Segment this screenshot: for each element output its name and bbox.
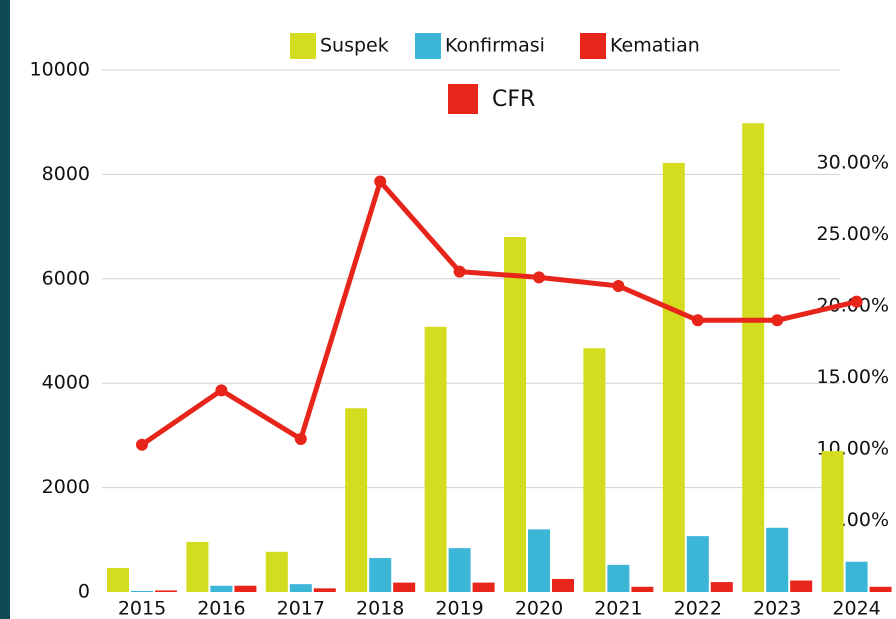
- bar: [210, 585, 233, 592]
- legend-swatch: [580, 33, 606, 59]
- legend-swatch: [448, 84, 478, 114]
- x-tick-label: 2021: [594, 598, 642, 619]
- bar: [234, 585, 257, 592]
- cfr-point: [215, 384, 228, 397]
- x-tick-label: 2024: [832, 598, 880, 619]
- y-tick-label: 8000: [42, 163, 90, 185]
- bar: [742, 123, 765, 592]
- bar: [845, 561, 868, 592]
- bar: [631, 586, 654, 592]
- y-tick-label: 0: [78, 581, 90, 603]
- bar: [552, 578, 574, 592]
- legend-label: Suspek: [320, 35, 389, 57]
- bar: [155, 590, 177, 592]
- bar: [186, 541, 209, 592]
- x-tick-label: 2023: [753, 598, 801, 619]
- bar: [265, 551, 288, 592]
- legend-label: Kematian: [610, 35, 700, 57]
- x-tick-label: 2018: [356, 598, 404, 619]
- bar: [289, 584, 312, 592]
- y-tick-label: 6000: [42, 267, 90, 289]
- cfr-point: [771, 314, 784, 327]
- bar: [504, 237, 526, 593]
- bar: [766, 527, 789, 592]
- cfr-point: [533, 271, 545, 284]
- cfr-point: [691, 314, 704, 327]
- x-tick-label: 2022: [674, 598, 722, 619]
- bar: [686, 536, 709, 592]
- bar: [662, 162, 685, 592]
- cfr-point: [136, 438, 148, 451]
- bar: [583, 348, 606, 592]
- y-tick-label: 10000: [30, 59, 90, 81]
- legend-label: Konfirmasi: [445, 35, 545, 57]
- bar: [790, 580, 813, 592]
- bar: [424, 326, 447, 592]
- cfr-point: [612, 279, 625, 292]
- bar: [448, 548, 471, 592]
- legend-swatch: [290, 33, 316, 59]
- bar: [821, 451, 844, 592]
- x-tick-label: 2015: [118, 598, 166, 619]
- legend-swatch: [415, 33, 441, 59]
- bar: [313, 588, 336, 592]
- bar: [528, 529, 550, 592]
- y2-tick-label: 25.00%: [817, 223, 889, 245]
- y2-tick-label: 30.00%: [817, 151, 889, 173]
- bar: [107, 567, 129, 592]
- cfr-point: [850, 295, 863, 308]
- x-tick-label: 2016: [197, 598, 245, 619]
- bar: [131, 590, 153, 592]
- bar: [393, 582, 416, 592]
- bar: [472, 582, 495, 592]
- side-strip: [0, 0, 10, 619]
- x-tick-label: 2017: [277, 598, 325, 619]
- cfr-point: [453, 265, 466, 278]
- bar: [369, 558, 392, 592]
- bar: [869, 586, 892, 592]
- y2-tick-label: 5.00%: [829, 509, 889, 531]
- y-tick-label: 2000: [42, 476, 90, 498]
- y2-tick-label: 15.00%: [817, 366, 889, 388]
- legend-label: CFR: [492, 87, 535, 112]
- bar: [345, 408, 368, 592]
- bar: [710, 582, 733, 592]
- y-tick-label: 4000: [42, 372, 90, 394]
- cfr-line: [140, 179, 858, 447]
- x-tick-label: 2019: [435, 598, 483, 619]
- cfr-point: [374, 175, 387, 188]
- bar: [607, 564, 630, 592]
- cfr-point: [294, 432, 307, 445]
- x-tick-label: 2020: [515, 598, 563, 619]
